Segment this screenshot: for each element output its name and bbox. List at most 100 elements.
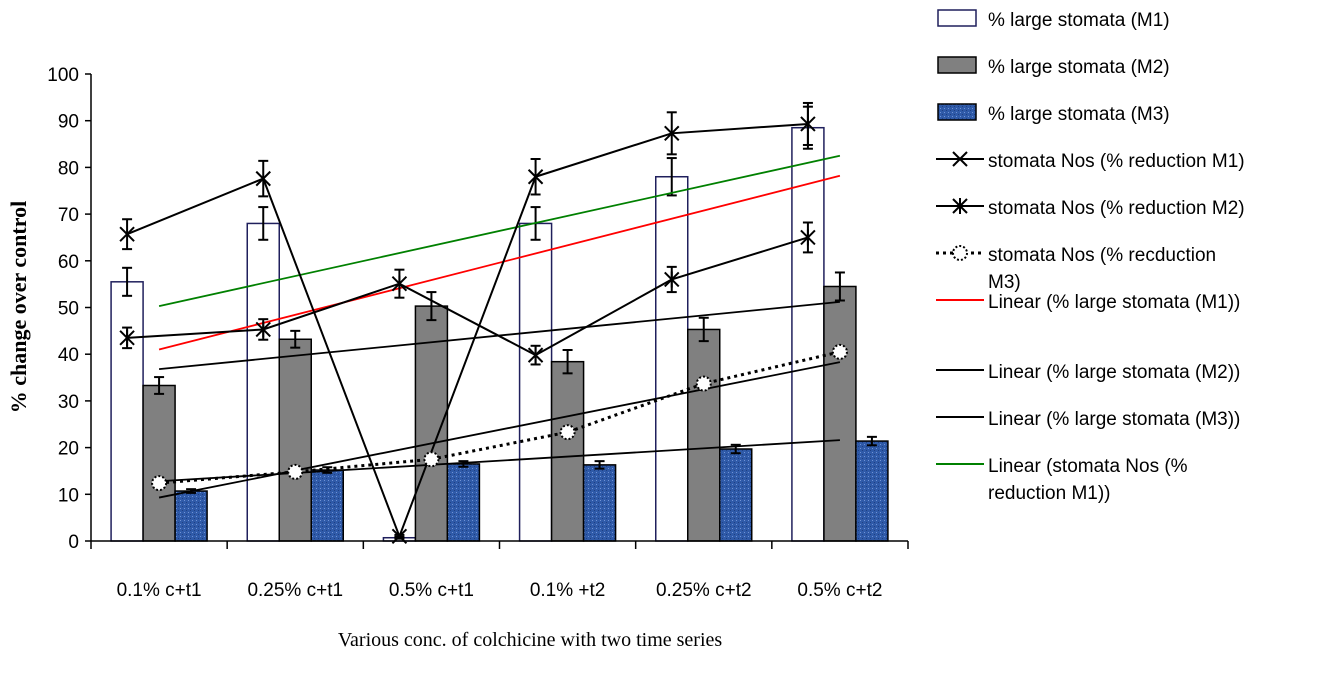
bar-c1-s0 xyxy=(246,222,280,542)
legend-label: stomata Nos (% recduction xyxy=(988,245,1216,266)
series-line-0 xyxy=(126,122,808,540)
bar-c2-s2 xyxy=(446,463,481,542)
legend-label: stomata Nos (% reduction M1) xyxy=(988,151,1245,172)
legend-label: % large stomata (M2) xyxy=(988,57,1170,78)
point-c1-s1 xyxy=(255,321,271,338)
point-c3-s2 xyxy=(559,424,576,441)
legend-marker xyxy=(952,151,968,167)
x-tick-label: 0.25% c+t1 xyxy=(247,580,343,601)
error-bar-bar-c5-s1 xyxy=(834,271,845,302)
legend-label: Linear (% large stomata (M2)) xyxy=(988,362,1240,383)
error-bar-bar-c3-s2 xyxy=(594,460,605,470)
bar-c1-s2 xyxy=(310,469,344,542)
y-tick-label: 10 xyxy=(58,485,79,506)
y-tick-label: 60 xyxy=(58,252,79,273)
legend-label: stomata Nos (% reduction M2) xyxy=(988,198,1245,219)
legend-label: Linear (% large stomata (M1)) xyxy=(988,292,1240,313)
y-tick-label: 30 xyxy=(58,392,79,413)
bar-c0-s2 xyxy=(174,490,208,542)
legend: % large stomata (M1) % large stomata (M2)… xyxy=(936,9,1245,504)
bar-c0-s0 xyxy=(110,281,144,542)
legend-item-7: Linear (% large stomata (M2)) xyxy=(936,362,1240,383)
point-c3-s1 xyxy=(527,347,544,364)
x-tick-label: 0.5% c+t2 xyxy=(797,580,882,601)
legend-item-2: % large stomata (M3) xyxy=(937,103,1170,125)
y-tick-label: 20 xyxy=(58,439,79,460)
y-axis-title: % change over control xyxy=(6,201,31,413)
bar-c3-s1 xyxy=(550,360,585,542)
error-bar-bar-c0-s1 xyxy=(154,376,165,395)
error-bar-bar-c4-s1 xyxy=(698,316,709,343)
point-c0-s0 xyxy=(119,226,135,242)
y-tick-label: 80 xyxy=(58,158,79,179)
error-bar-bar-c5-s2 xyxy=(866,435,877,447)
bar-c0-s1 xyxy=(142,384,176,542)
plot-area xyxy=(110,101,889,545)
error-bar-bar-c3-s1 xyxy=(562,348,573,375)
point-c1-s0 xyxy=(255,170,271,187)
point-c4-s1 xyxy=(664,271,680,288)
error-bar-bar-c2-s1 xyxy=(426,291,437,322)
point-c2-s2 xyxy=(423,451,440,468)
legend-item-6: Linear (% large stomata (M1)) xyxy=(936,292,1240,313)
legend-item-4: stomata Nos (% reduction M2) xyxy=(936,198,1245,219)
legend-item-8: Linear (% large stomata (M3)) xyxy=(936,409,1240,430)
legend-item-1: % large stomata (M2) xyxy=(937,56,1170,78)
point-c5-s2 xyxy=(831,343,848,360)
error-bar-bar-c4-s0 xyxy=(666,157,677,197)
legend-label: % large stomata (M1) xyxy=(988,10,1170,31)
point-c5-s1 xyxy=(800,229,816,246)
error-bar-bar-c1-s0 xyxy=(258,206,269,241)
legend-swatch xyxy=(937,56,977,74)
point-c0-s1 xyxy=(119,329,135,346)
series-line-2 xyxy=(158,350,841,485)
bar-c5-s2 xyxy=(855,440,889,542)
y-tick-label: 0 xyxy=(68,532,79,553)
bar-c4-s0 xyxy=(655,175,689,542)
legend-swatch xyxy=(937,103,977,121)
error-bar-bar-c1-s1 xyxy=(290,329,301,349)
bar-c3-s2 xyxy=(582,464,617,542)
legend-label: % large stomata (M3) xyxy=(988,104,1170,125)
legend-label: Linear (stomata Nos (% xyxy=(988,456,1188,477)
axes: 0 10 20 30 40 50 60 70 80 90 100 0.1% c+t1 0.25% c+t… xyxy=(47,65,909,601)
x-tick-label: 0.1% c+t1 xyxy=(117,580,202,601)
y-tick-label: 70 xyxy=(58,205,79,226)
legend-item-3: stomata Nos (% reduction M1) xyxy=(936,151,1245,172)
series-line-1 xyxy=(127,236,809,357)
trendline-0 xyxy=(158,174,841,351)
x-tick-label: 0.5% c+t1 xyxy=(389,580,474,601)
legend-swatch xyxy=(937,9,977,27)
point-c4-s0 xyxy=(664,125,680,142)
legend-label: M3) xyxy=(988,272,1021,293)
bar-c1-s1 xyxy=(278,338,312,542)
legend-label: Linear (% large stomata (M3)) xyxy=(988,409,1240,430)
bar-c5-s0 xyxy=(791,126,825,542)
y-tick-label: 50 xyxy=(58,299,79,320)
x-tick-label: 0.25% c+t2 xyxy=(656,580,752,601)
point-c1-s2 xyxy=(287,463,304,480)
x-tick-label: 0.1% +t2 xyxy=(530,580,606,601)
legend-label: reduction M1)) xyxy=(988,483,1111,504)
point-c5-s0 xyxy=(800,116,816,132)
point-c4-s2 xyxy=(695,375,712,392)
point-c2-s1 xyxy=(391,275,408,292)
x-axis-title: Various conc. of colchicine with two tim… xyxy=(338,629,723,651)
point-c0-s2 xyxy=(151,475,168,492)
error-bar-bar-c0-s0 xyxy=(122,266,133,297)
y-tick-label: 40 xyxy=(58,345,79,366)
legend-marker xyxy=(952,245,968,261)
bar-c5-s1 xyxy=(823,285,857,542)
bar-c3-s0 xyxy=(518,222,553,542)
y-tick-label: 100 xyxy=(47,65,79,86)
bar-c4-s2 xyxy=(719,448,753,542)
point-c3-s0 xyxy=(527,169,544,185)
bar-c4-s1 xyxy=(687,328,721,542)
legend-item-5: stomata Nos (% recduction M3) xyxy=(936,245,1216,293)
trendline-3 xyxy=(158,154,841,307)
legend-marker xyxy=(952,198,968,214)
legend-item-9: Linear (stomata Nos (% reduction M1)) xyxy=(936,456,1188,504)
legend-item-0: % large stomata (M1) xyxy=(937,9,1170,31)
y-tick-label: 90 xyxy=(58,112,79,133)
